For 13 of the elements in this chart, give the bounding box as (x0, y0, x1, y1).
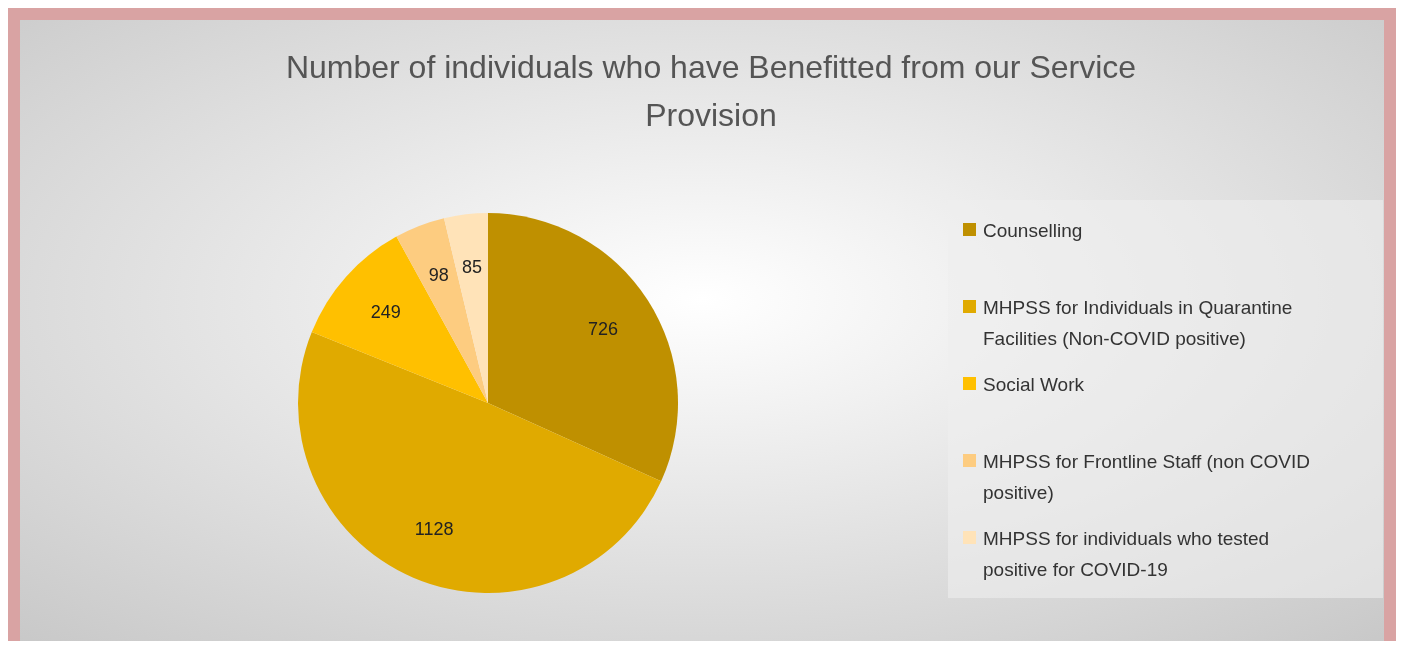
legend-label: Counselling (983, 219, 1083, 241)
data-label: 1128 (414, 518, 454, 539)
legend-label: Social Work (983, 373, 1085, 395)
chart-title: Number of individuals who have Benefitted from our Service Provision (285, 49, 1137, 133)
pie-slice (311, 236, 488, 403)
pie-slice (488, 213, 678, 482)
legend-label: MHPSS for Individuals in Quarantine Facilities (Non-COVID positive) (983, 296, 1293, 349)
legend-label: MHPSS for individuals who tested positive for COVID-19 (983, 527, 1270, 580)
legend-label: MHPSS for Frontline Staff (non COVID positive) (983, 450, 1310, 503)
data-label: 85 (462, 257, 483, 278)
data-label: 249 (370, 302, 401, 323)
data-label: 98 (428, 265, 449, 286)
data-label: 726 (587, 318, 618, 339)
